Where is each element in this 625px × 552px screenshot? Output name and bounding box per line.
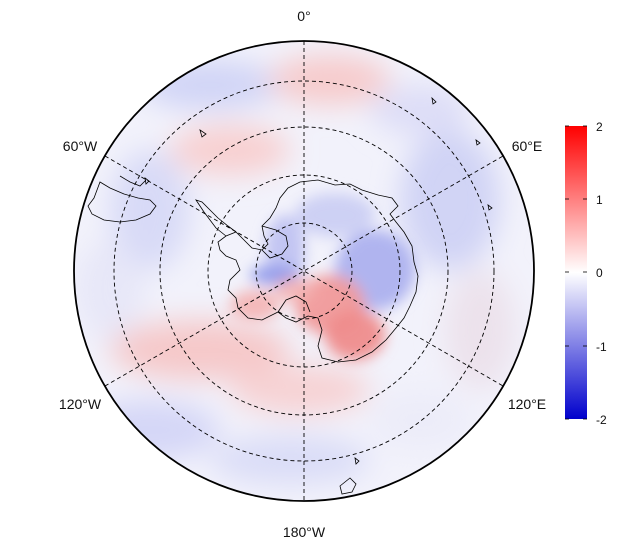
colorbar-tick-label: 1 bbox=[596, 193, 603, 207]
map-boundary bbox=[73, 40, 535, 502]
graticule bbox=[104, 41, 504, 501]
label-120e: 120°E bbox=[508, 396, 546, 412]
colorbar-tick-label: -1 bbox=[596, 340, 607, 354]
label-60e: 60°E bbox=[512, 138, 543, 154]
colorbar-gradient bbox=[565, 126, 587, 419]
label-180w: 180°W bbox=[283, 524, 326, 540]
new-zealand-coastline bbox=[339, 477, 357, 495]
label-0: 0° bbox=[297, 8, 310, 24]
colorbar-ticks bbox=[565, 125, 587, 420]
colorbar-tick-label: 2 bbox=[596, 120, 603, 134]
antarctica-coastline bbox=[217, 179, 419, 363]
colorbar-tick-label: 0 bbox=[596, 266, 603, 280]
colorbar-tick-label: -2 bbox=[596, 413, 607, 427]
anomaly-field bbox=[74, 41, 534, 501]
weddell-coast bbox=[261, 225, 289, 259]
coastlines bbox=[87, 96, 493, 495]
label-60w: 60°W bbox=[63, 138, 98, 154]
ross-coast bbox=[277, 295, 311, 313]
label-120w: 120°W bbox=[59, 396, 102, 412]
colorbar: 2 1 0 -1 -2 bbox=[565, 120, 607, 427]
antarctic-peninsula bbox=[195, 199, 237, 237]
south-america-coastline bbox=[87, 181, 157, 223]
